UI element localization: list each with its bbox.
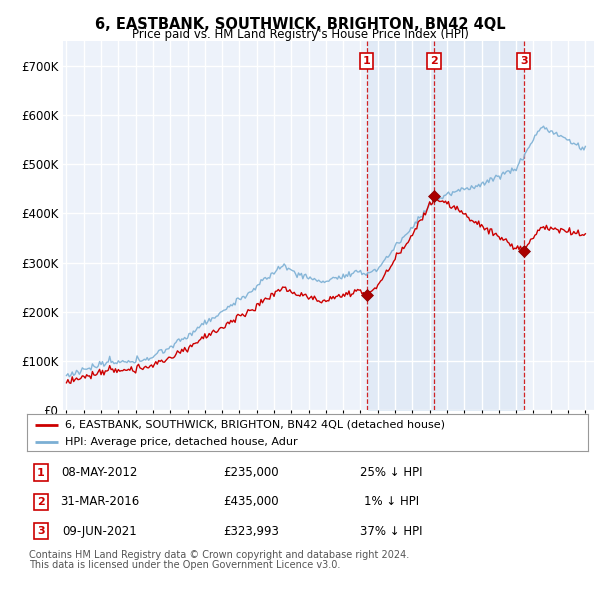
Text: 1% ↓ HPI: 1% ↓ HPI [364,496,419,509]
Text: 3: 3 [37,526,45,536]
Text: 08-MAY-2012: 08-MAY-2012 [62,466,138,479]
Text: 3: 3 [520,56,527,66]
Text: £235,000: £235,000 [224,466,279,479]
Text: This data is licensed under the Open Government Licence v3.0.: This data is licensed under the Open Gov… [29,560,340,571]
Text: 2: 2 [37,497,45,507]
Text: 6, EASTBANK, SOUTHWICK, BRIGHTON, BN42 4QL: 6, EASTBANK, SOUTHWICK, BRIGHTON, BN42 4… [95,17,505,31]
Text: 25% ↓ HPI: 25% ↓ HPI [361,466,423,479]
Text: HPI: Average price, detached house, Adur: HPI: Average price, detached house, Adur [65,437,298,447]
Text: 2: 2 [430,56,438,66]
Text: £323,993: £323,993 [223,525,280,537]
Text: 1: 1 [363,56,371,66]
Text: Price paid vs. HM Land Registry's House Price Index (HPI): Price paid vs. HM Land Registry's House … [131,28,469,41]
Text: 1: 1 [37,468,45,477]
Text: £435,000: £435,000 [224,496,279,509]
Text: 09-JUN-2021: 09-JUN-2021 [62,525,137,537]
Text: 31-MAR-2016: 31-MAR-2016 [61,496,140,509]
Text: 6, EASTBANK, SOUTHWICK, BRIGHTON, BN42 4QL (detached house): 6, EASTBANK, SOUTHWICK, BRIGHTON, BN42 4… [65,419,445,430]
Text: Contains HM Land Registry data © Crown copyright and database right 2024.: Contains HM Land Registry data © Crown c… [29,550,409,560]
Text: 37% ↓ HPI: 37% ↓ HPI [361,525,423,537]
